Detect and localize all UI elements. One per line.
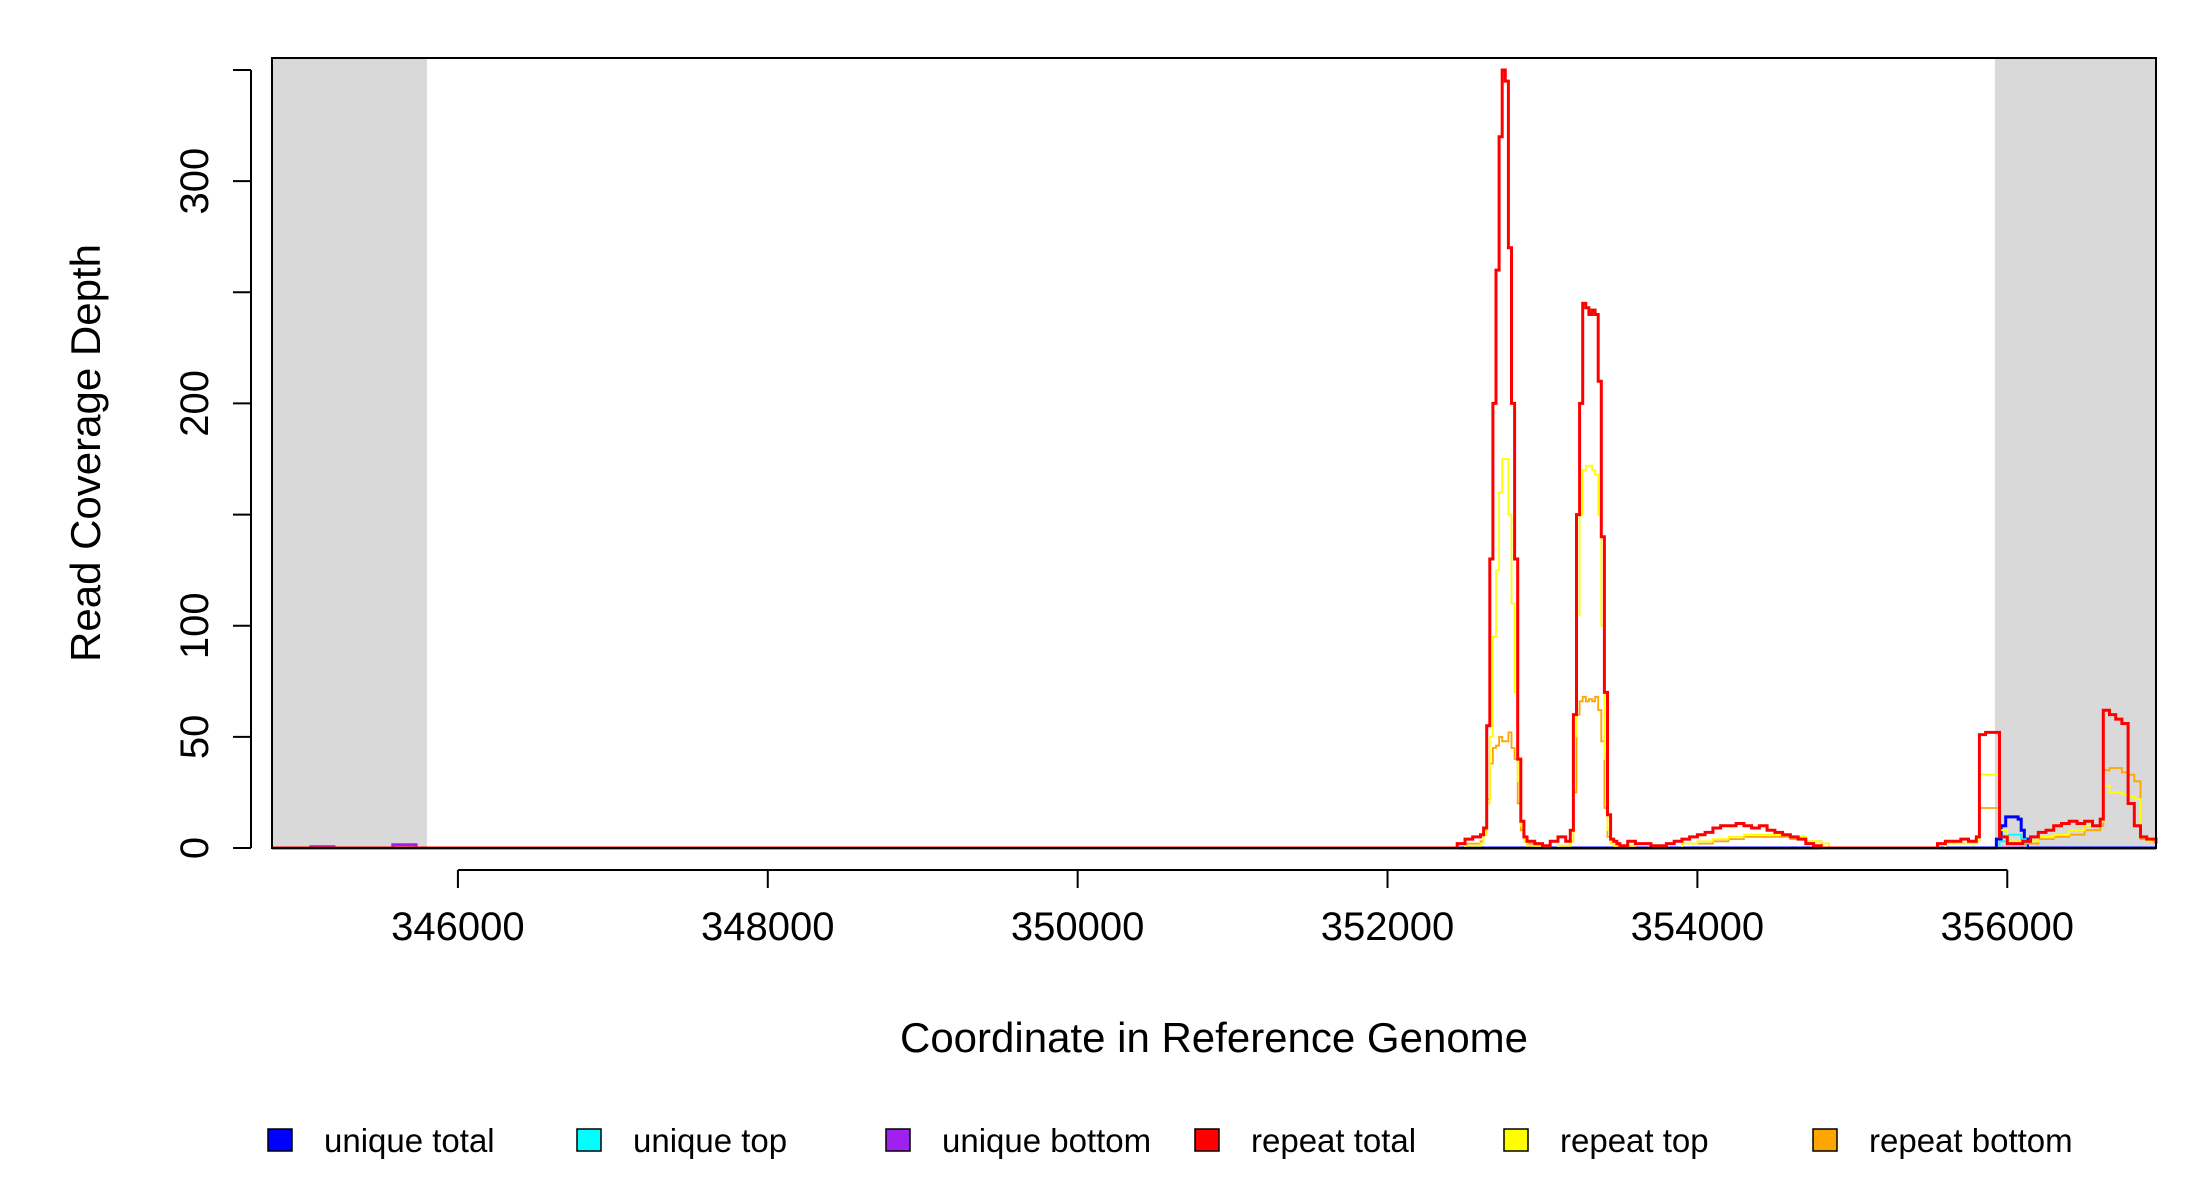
legend: unique total unique top unique bottom repea… [267, 1122, 2073, 1159]
series-line-repeat-total [272, 68, 2158, 850]
legend-label: repeat total [1251, 1122, 1416, 1159]
legend-label: unique total [324, 1122, 495, 1159]
legend-swatch [267, 1128, 293, 1152]
y-axis-label: Read Coverage Depth [62, 244, 109, 662]
x-axis-label: Coordinate in Reference Genome [900, 1014, 1528, 1061]
excluded-region-bands [272, 58, 2156, 848]
legend-item-repeat-bottom: repeat bottom [1812, 1122, 2073, 1159]
series-line-unique-top [272, 833, 2156, 849]
y-tick-label: 300 [173, 148, 217, 215]
legend-item-repeat-top: repeat top [1503, 1122, 1709, 1159]
y-axis: 0 50 100 200 300 [173, 69, 252, 859]
series-line-repeat-top [272, 458, 2157, 849]
legend-label: repeat top [1560, 1122, 1709, 1159]
legend-label: unique bottom [942, 1122, 1151, 1159]
x-tick-label: 350000 [1011, 905, 1144, 949]
legend-swatch [576, 1128, 602, 1152]
legend-swatch [1194, 1128, 1220, 1152]
y-tick-label: 200 [173, 370, 217, 437]
legend-label: unique top [633, 1122, 787, 1159]
legend-item-unique-total: unique total [267, 1122, 495, 1159]
x-tick-label: 346000 [391, 905, 524, 949]
legend-item-unique-top: unique top [576, 1122, 787, 1159]
legend-swatch [885, 1128, 911, 1152]
excluded-region-2 [1994, 58, 2156, 848]
y-tick-label: 0 [173, 837, 217, 859]
plot-frame [271, 57, 2157, 849]
legend-swatch [1812, 1128, 1838, 1152]
y-tick-label: 100 [173, 592, 217, 659]
excluded-region-1 [272, 58, 427, 848]
legend-swatch [1503, 1128, 1529, 1152]
x-tick-label: 352000 [1321, 905, 1454, 949]
legend-item-unique-bottom: unique bottom [885, 1122, 1151, 1159]
x-tick-label: 348000 [701, 905, 834, 949]
coverage-series [272, 68, 2158, 850]
series-line-unique-total [272, 815, 2156, 850]
x-tick-label: 356000 [1941, 905, 2074, 949]
legend-label: repeat bottom [1869, 1122, 2073, 1159]
series-line-repeat-bottom [272, 695, 2157, 849]
legend-item-repeat-total: repeat total [1194, 1122, 1416, 1159]
y-tick-label: 50 [173, 715, 217, 760]
x-tick-label: 354000 [1631, 905, 1764, 949]
x-axis: 346000 348000 350000 352000 354000 356000 [391, 869, 2074, 949]
